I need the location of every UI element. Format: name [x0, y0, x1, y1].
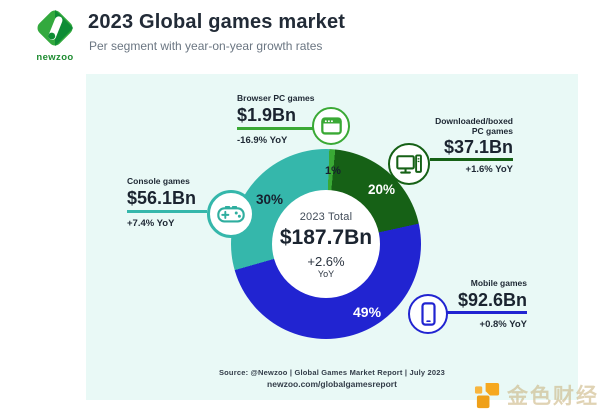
share-label-console: 30% [256, 192, 284, 207]
center-growth-suffix: YoY [317, 269, 335, 279]
desktop-pc-icon [388, 143, 430, 185]
donut-center: 2023 Total $187.7Bn +2.6% YoY [272, 190, 380, 298]
newzoo-logo: newzoo [31, 7, 79, 63]
center-growth: +2.6% [307, 254, 345, 269]
segment-value: $92.6Bn [457, 289, 527, 310]
callout-mobile-games: Mobile games $92.6Bn +0.8% YoY [443, 278, 527, 330]
watermark-logo-icon [474, 382, 500, 409]
leader-line-console [127, 210, 207, 213]
gamepad-icon [207, 190, 255, 238]
segment-name: Downloaded/boxed PC games [435, 116, 513, 136]
watermark-text: 金色财经 [507, 384, 599, 408]
share-label-browser: 1% [325, 165, 341, 177]
center-total-label: 2023 Total [299, 211, 353, 223]
newzoo-wordmark: newzoo [36, 52, 74, 63]
source-line-1: Source: @Newzoo | Global Games Market Re… [218, 368, 446, 377]
callout-browser-pc-games: Browser PC games $1.9Bn -16.9% YoY [237, 93, 327, 146]
segment-name: Console games [127, 176, 190, 186]
segment-value: $1.9Bn [237, 104, 297, 125]
source-line-2: newzoo.com/globalgamesreport [267, 379, 397, 389]
callout-downloaded-boxed-pc-games: Downloaded/boxed PC games $37.1Bn +1.6% … [429, 116, 513, 176]
segment-growth: -16.9% YoY [237, 134, 288, 146]
segment-name: Browser PC games [237, 93, 315, 103]
browser-window-icon [312, 107, 350, 145]
leader-line-mobile [446, 311, 527, 314]
center-total-value: $187.7Bn [279, 226, 373, 249]
page-title: 2023 Global games market [88, 11, 346, 33]
page-subtitle: Per segment with year-on-year growth rat… [89, 39, 323, 53]
share-label-mobile: 49% [353, 304, 382, 320]
segment-growth: +7.4% YoY [127, 217, 175, 229]
newzoo-diamond-icon [37, 9, 74, 47]
segment-value: $37.1Bn [443, 137, 513, 158]
smartphone-icon [408, 294, 448, 334]
callout-console-games: Console games $56.1Bn +7.4% YoY [127, 176, 222, 229]
segment-value: $56.1Bn [127, 187, 197, 208]
segment-growth: +1.6% YoY [465, 164, 513, 176]
segment-name: Mobile games [470, 278, 527, 288]
leader-line-pc [430, 158, 513, 161]
segment-growth: +0.8% YoY [479, 318, 527, 330]
leader-line-browser [237, 127, 313, 130]
watermark: 金色财经 [474, 382, 599, 410]
share-label-pc: 20% [368, 182, 396, 197]
